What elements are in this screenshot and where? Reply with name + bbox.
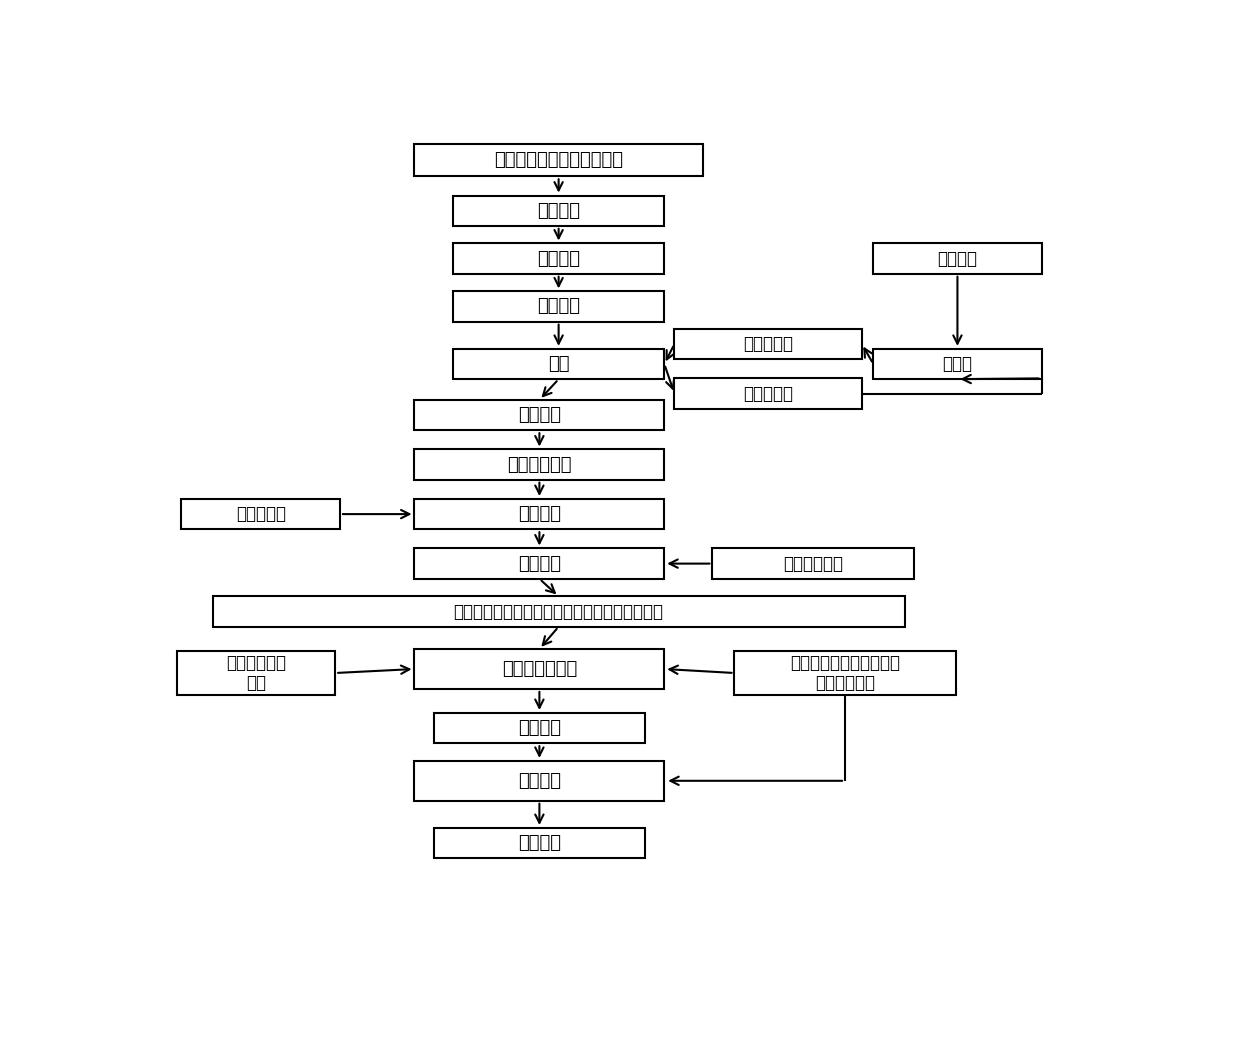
Bar <box>414 761 665 801</box>
Bar <box>713 549 914 579</box>
Text: 护筒跟进: 护筒跟进 <box>518 407 560 424</box>
Text: 钻机就位: 钻机就位 <box>537 298 580 315</box>
Bar <box>414 549 665 579</box>
Text: 桩位放样: 桩位放样 <box>537 201 580 220</box>
Text: 埋设护筒: 埋设护筒 <box>537 250 580 268</box>
Text: 孔内造泥浆: 孔内造泥浆 <box>743 335 794 353</box>
Bar <box>675 329 862 359</box>
Text: 质量检验: 质量检验 <box>518 772 560 790</box>
Bar <box>414 144 703 176</box>
Text: 凿除桩头: 凿除桩头 <box>518 719 560 737</box>
Bar <box>453 244 665 274</box>
Bar <box>213 596 904 626</box>
Bar <box>453 196 665 226</box>
Text: 下钢筋笼: 下钢筋笼 <box>518 505 560 523</box>
Bar <box>414 499 665 529</box>
Bar <box>873 244 1042 274</box>
Text: 钻进: 钻进 <box>548 355 569 373</box>
Bar <box>873 348 1042 380</box>
Bar <box>414 449 665 480</box>
Bar <box>176 651 335 695</box>
Text: 再次检查沉渣厚度及泥浆指标，必要时二次清孔: 再次检查沉渣厚度及泥浆指标，必要时二次清孔 <box>454 602 663 620</box>
Text: 拼装检查导管: 拼装检查导管 <box>784 555 843 572</box>
Bar <box>414 400 665 430</box>
Bar <box>434 712 645 744</box>
Text: 泥浆备料: 泥浆备料 <box>937 250 977 268</box>
Bar <box>181 499 340 529</box>
Bar <box>675 379 862 409</box>
Text: 钢筋笼制作: 钢筋笼制作 <box>236 505 285 523</box>
Text: 泥浆池: 泥浆池 <box>942 355 972 373</box>
Text: 成孔质量检查: 成孔质量检查 <box>507 455 572 474</box>
Bar <box>734 651 956 695</box>
Text: 水下混凝土灌注: 水下混凝土灌注 <box>502 660 577 678</box>
Bar <box>414 649 665 689</box>
Text: 安装导管: 安装导管 <box>518 555 560 572</box>
Text: 平整场地（搭设钻机平台）: 平整场地（搭设钻机平台） <box>494 151 624 169</box>
Text: 混凝土拌制及
输送: 混凝土拌制及 输送 <box>226 653 286 693</box>
Bar <box>453 291 665 321</box>
Bar <box>453 348 665 380</box>
Text: 检查混凝土质量及顶面标
高、制作试件: 检查混凝土质量及顶面标 高、制作试件 <box>790 653 900 693</box>
Text: 下道工序: 下道工序 <box>518 834 560 852</box>
Bar <box>434 828 645 859</box>
Text: 泥浆沉淀池: 泥浆沉淀池 <box>743 385 794 402</box>
